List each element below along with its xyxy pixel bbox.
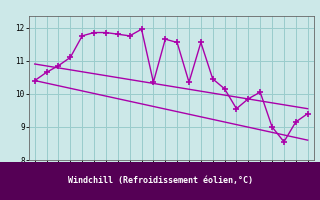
Text: Windchill (Refroidissement éolien,°C): Windchill (Refroidissement éolien,°C) bbox=[68, 176, 252, 186]
